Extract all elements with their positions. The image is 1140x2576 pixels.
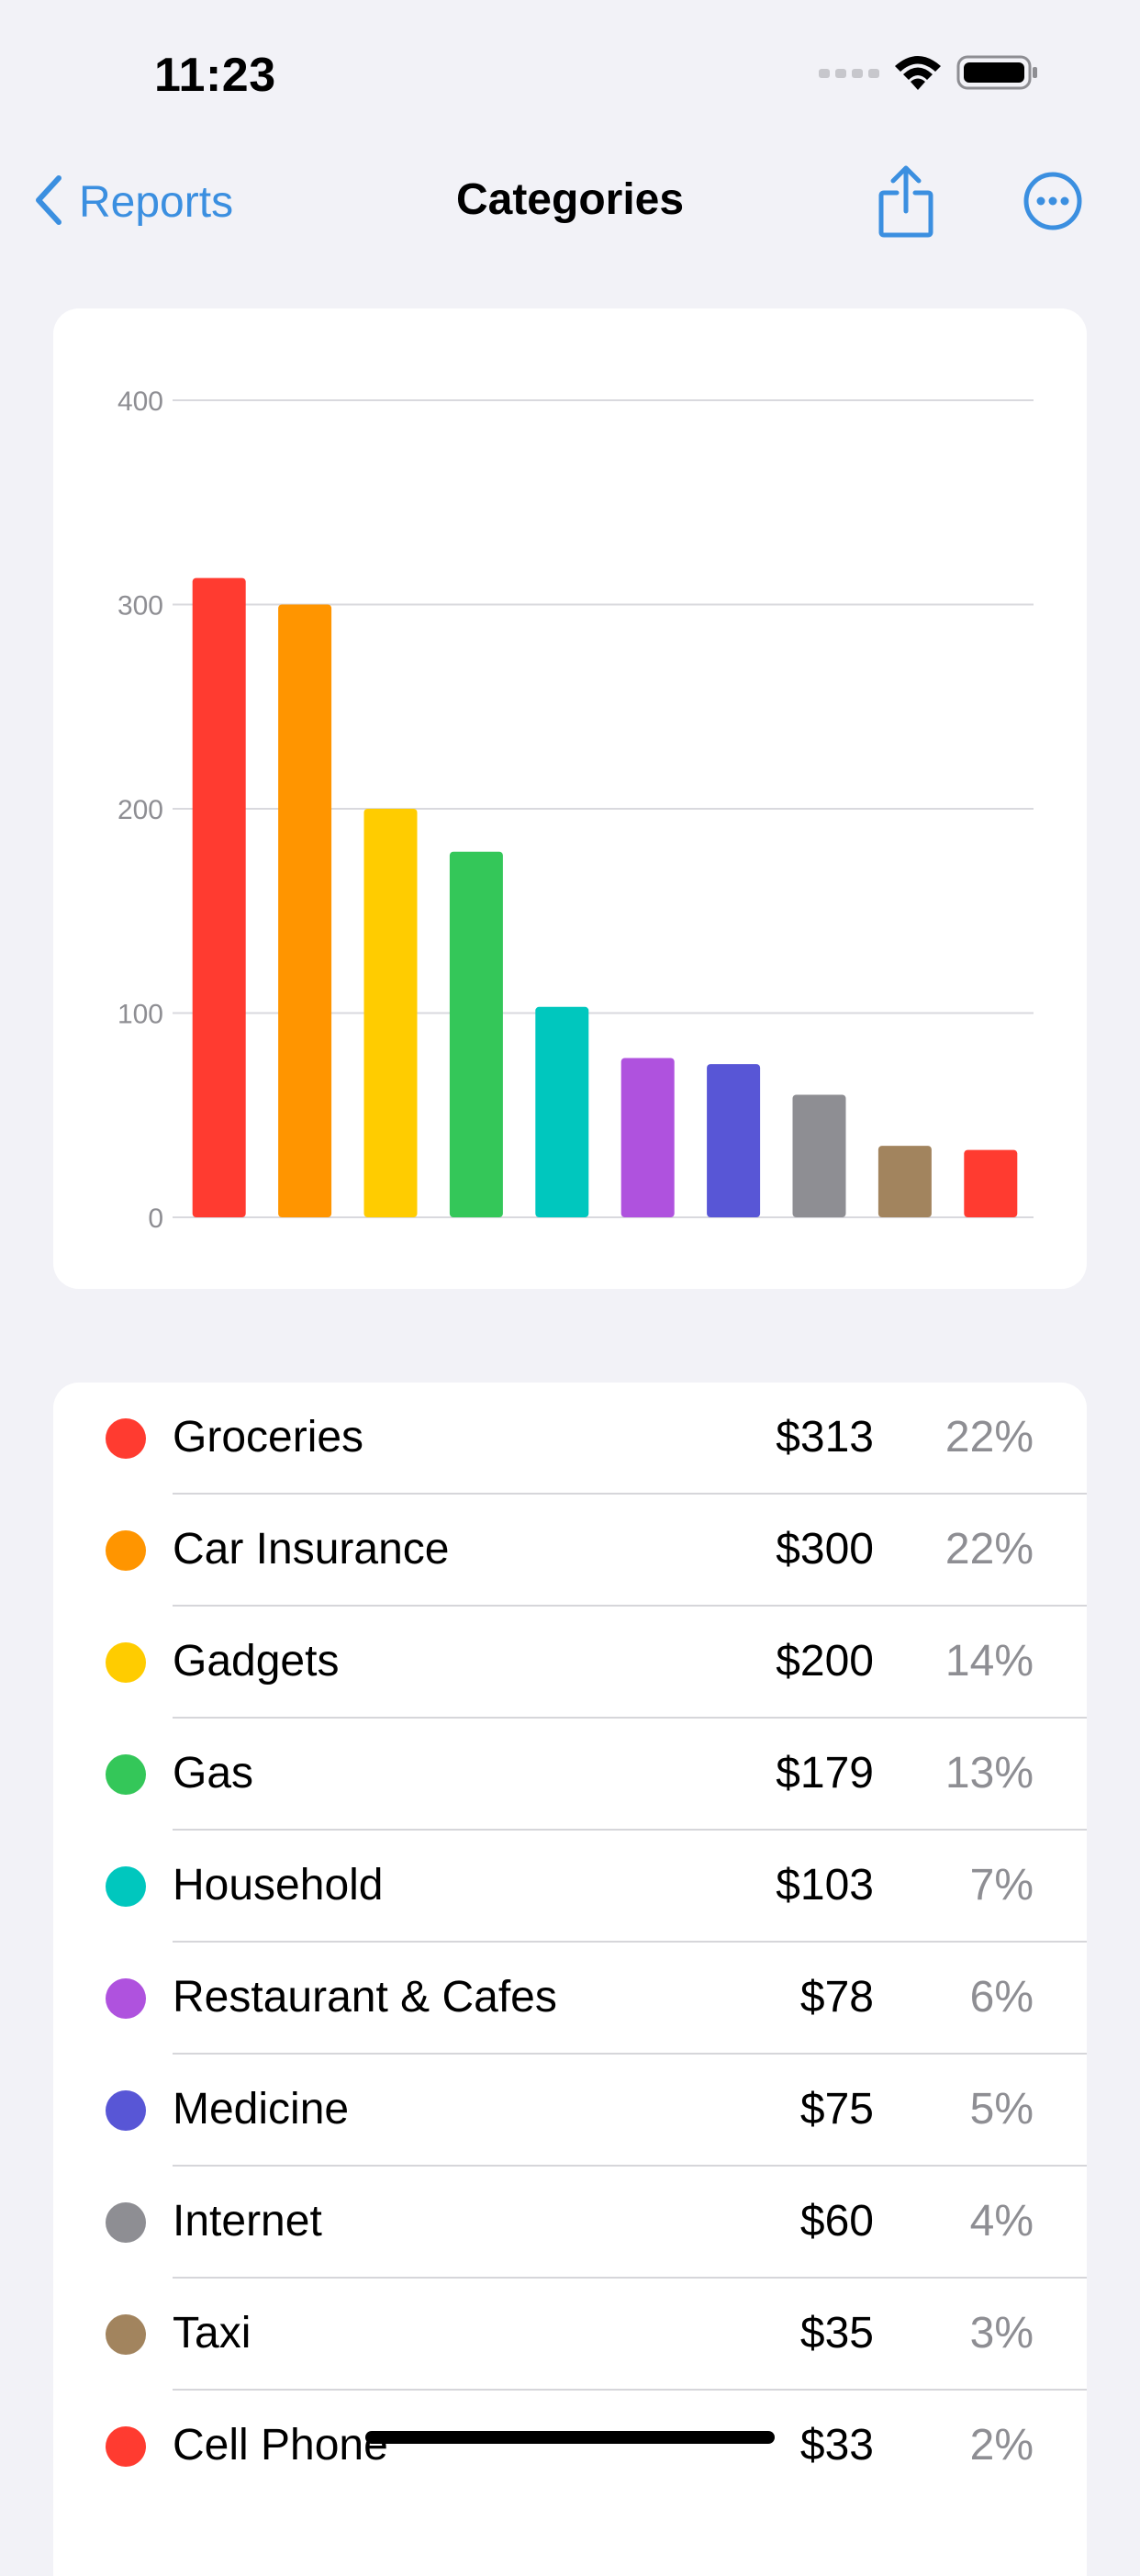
category-percent: 3% [969, 2309, 1034, 2358]
chart-card: 0 100 200 300 400 [53, 308, 1087, 1289]
category-percent: 2% [969, 2421, 1034, 2470]
row-separator [173, 1493, 1087, 1495]
list-item[interactable]: Restaurant & Cafes $78 6% [53, 1943, 1087, 2055]
bar[interactable] [449, 851, 503, 1217]
bar[interactable] [535, 1006, 589, 1217]
category-color-dot [106, 2090, 146, 2131]
category-amount: $103 [776, 1861, 874, 1910]
list-item[interactable]: Gas $179 13% [53, 1719, 1087, 1831]
row-separator [173, 2277, 1087, 2279]
list-item[interactable]: Cell Phone $33 2% [53, 2391, 1087, 2503]
y-tick-label: 200 [117, 795, 163, 825]
cellular-signal-icon [819, 66, 879, 84]
category-color-dot [106, 1978, 146, 2019]
y-tick-label: 100 [117, 1000, 163, 1030]
list-item[interactable]: Household $103 7% [53, 1831, 1087, 1943]
bar[interactable] [877, 1146, 932, 1217]
category-amount: $75 [799, 2085, 874, 2134]
row-separator [173, 1605, 1087, 1607]
page-title: Categories [455, 175, 685, 224]
category-percent: 22% [944, 1413, 1034, 1462]
list-item[interactable]: Taxi $35 3% [53, 2279, 1087, 2391]
battery-icon [956, 53, 1039, 96]
y-tick-label: 0 [148, 1204, 163, 1234]
category-color-dot [106, 1866, 146, 1907]
list-item[interactable]: Internet $60 4% [53, 2167, 1087, 2279]
category-amount: $33 [799, 2421, 874, 2470]
category-color-dot [106, 2426, 146, 2467]
bar[interactable] [620, 1058, 675, 1218]
category-name: Groceries [173, 1413, 364, 1462]
category-amount: $35 [799, 2309, 874, 2358]
row-separator [173, 2389, 1087, 2391]
status-time: 11:23 [154, 49, 276, 102]
category-percent: 7% [969, 1861, 1034, 1910]
home-indicator [365, 2431, 775, 2444]
category-amount: $179 [776, 1749, 874, 1798]
category-amount: $78 [799, 1973, 874, 2022]
bar[interactable] [278, 604, 332, 1218]
category-name: Restaurant & Cafes [173, 1973, 557, 2022]
list-item[interactable]: Medicine $75 5% [53, 2055, 1087, 2167]
bar-chart: 0 100 200 300 400 [117, 386, 1034, 1234]
bar[interactable] [707, 1064, 761, 1217]
category-amount: $60 [799, 2197, 874, 2246]
category-name: Gas [173, 1749, 254, 1798]
category-color-dot [106, 1530, 146, 1571]
navigation-bar: Reports Categories [0, 156, 1140, 248]
category-name: Medicine [173, 2085, 350, 2134]
category-name: Cell Phone [173, 2421, 388, 2470]
category-color-dot [106, 2202, 146, 2243]
category-color-dot [106, 1418, 146, 1459]
category-color-dot [106, 1642, 146, 1683]
category-color-dot [106, 1754, 146, 1795]
list-item[interactable]: Car Insurance $300 22% [53, 1495, 1087, 1607]
category-name: Household [173, 1861, 384, 1910]
bar[interactable] [964, 1149, 1018, 1217]
row-separator [173, 2165, 1087, 2167]
back-button[interactable]: Reports [31, 173, 233, 232]
row-separator [173, 2053, 1087, 2055]
category-name: Car Insurance [173, 1525, 450, 1574]
row-separator [173, 1941, 1087, 1943]
y-tick-label: 400 [117, 386, 163, 417]
status-bar: 11:23 [0, 0, 1140, 138]
category-name: Taxi [173, 2309, 251, 2358]
row-separator [173, 1829, 1087, 1831]
status-icons [819, 53, 1039, 96]
chevron-left-icon [31, 173, 64, 232]
category-color-dot [106, 2314, 146, 2355]
category-amount: $200 [776, 1637, 874, 1686]
bar[interactable] [192, 577, 246, 1217]
category-percent: 13% [944, 1749, 1034, 1798]
list-item[interactable]: Groceries $313 22% [53, 1383, 1087, 1495]
more-button[interactable] [1023, 171, 1083, 236]
back-button-label: Reports [79, 178, 234, 227]
share-button[interactable] [877, 163, 935, 245]
wifi-icon [892, 53, 944, 96]
category-percent: 22% [944, 1525, 1034, 1574]
bar[interactable] [792, 1094, 846, 1218]
category-percent: 6% [969, 1973, 1034, 2022]
category-percent: 4% [969, 2197, 1034, 2246]
list-item[interactable]: Gadgets $200 14% [53, 1607, 1087, 1719]
ellipsis-circle-icon [1023, 172, 1083, 235]
category-name: Gadgets [173, 1637, 340, 1686]
category-list: Groceries $313 22% Car Insurance $300 22% Gadg… [53, 1383, 1087, 2576]
bar[interactable] [363, 809, 418, 1217]
share-icon [877, 165, 935, 244]
category-amount: $300 [776, 1525, 874, 1574]
row-separator [173, 1717, 1087, 1719]
y-tick-label: 300 [117, 591, 163, 622]
category-name: Internet [173, 2197, 322, 2246]
category-percent: 14% [944, 1637, 1034, 1686]
category-amount: $313 [776, 1413, 874, 1462]
category-percent: 5% [969, 2085, 1034, 2134]
